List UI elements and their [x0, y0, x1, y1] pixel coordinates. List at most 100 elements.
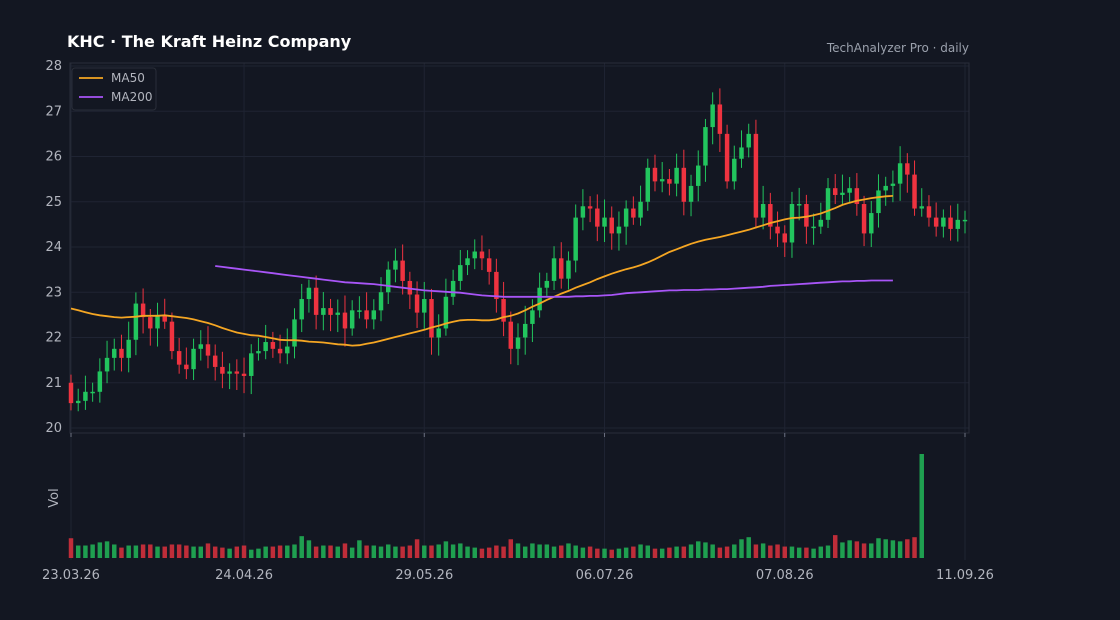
ma50-line	[70, 195, 893, 347]
chart-title: KHC · The Kraft Heinz Company	[67, 32, 352, 51]
volume-bar	[321, 545, 326, 558]
candle-body	[811, 226, 816, 229]
candle-body	[688, 185, 694, 202]
candle-body	[285, 346, 290, 354]
volume-bar	[890, 540, 896, 558]
volume-bar	[854, 541, 860, 558]
candle-body	[703, 127, 708, 166]
candle-body	[458, 265, 463, 281]
volume-bar	[184, 545, 189, 558]
volume-bar	[256, 548, 261, 558]
candle-body	[573, 217, 578, 261]
volume-bar	[724, 546, 730, 558]
candle-body	[854, 188, 860, 205]
candle-body	[241, 373, 247, 376]
candle-body	[75, 400, 81, 404]
candle-body	[198, 344, 204, 349]
candle-body	[919, 206, 924, 209]
volume-bar	[739, 539, 744, 558]
candle-body	[825, 188, 831, 220]
candle-body	[645, 167, 651, 202]
candle-body	[335, 312, 340, 315]
volume-bar	[544, 544, 550, 558]
volume-bar	[688, 544, 694, 558]
volume-bar	[393, 546, 398, 558]
volume-bar	[840, 542, 845, 558]
volume-bar	[760, 543, 766, 558]
candle-body	[205, 344, 211, 356]
volume-bar	[270, 546, 276, 558]
volume-bar	[479, 548, 485, 558]
candle-body	[68, 382, 74, 404]
volume-bar	[616, 548, 622, 558]
volume-bar	[674, 546, 679, 558]
volume-axis-label: Vol	[47, 488, 62, 507]
volume-bar	[696, 541, 701, 558]
volume-bar	[905, 539, 910, 558]
volume-bar	[342, 543, 348, 558]
volume-bar	[753, 544, 759, 558]
legend: MA50 MA200	[71, 67, 157, 111]
volume-bar	[277, 545, 283, 558]
candle-body	[292, 319, 297, 347]
volume-bar	[212, 546, 218, 558]
candle-body	[847, 188, 852, 193]
candle-body	[941, 217, 946, 227]
candle-body	[681, 167, 687, 202]
volume-bar	[869, 543, 874, 558]
volume-bar	[335, 546, 340, 558]
candle-body	[804, 204, 809, 227]
x-tick-label: 23.03.26	[42, 568, 100, 583]
candle-body	[696, 165, 701, 186]
candle-body	[840, 192, 845, 195]
x-tick-label: 24.04.26	[215, 568, 273, 583]
x-tick-label: 06.07.26	[576, 568, 634, 583]
candle-body	[234, 371, 240, 374]
candle-body	[869, 213, 874, 234]
candle-body	[104, 357, 110, 372]
candle-body	[595, 208, 600, 227]
volume-bar	[710, 544, 715, 558]
candle-body	[148, 317, 153, 329]
volume-bar	[897, 541, 903, 558]
volume-bar	[292, 544, 297, 558]
y-tick-label: 23	[45, 285, 62, 300]
candle-body	[602, 217, 607, 227]
candle-body	[112, 348, 117, 358]
data-source-label: TechAnalyzer Pro · daily	[826, 41, 969, 55]
candle-body	[926, 206, 932, 218]
candle-body	[169, 321, 175, 352]
candle-body	[768, 204, 773, 227]
candle-body	[559, 258, 564, 279]
y-tick-label: 28	[45, 59, 62, 74]
candle-body	[508, 321, 514, 349]
candle-body	[897, 163, 903, 184]
candle-body	[566, 260, 571, 279]
candle-body	[717, 104, 723, 134]
legend-ma200-label: MA200	[111, 90, 152, 104]
candle-body	[933, 217, 939, 227]
x-tick-label: 11.09.26	[936, 568, 994, 583]
candle-body	[162, 314, 167, 322]
volume-bar	[919, 454, 924, 558]
candle-body	[249, 353, 254, 376]
volume-bar	[818, 546, 824, 558]
candle-body	[530, 310, 535, 324]
volume-bar	[133, 545, 139, 558]
volume-bar	[717, 547, 723, 558]
volume-bar	[804, 547, 809, 558]
volume-bar	[811, 548, 816, 558]
volume-bar	[825, 545, 831, 558]
volume-bar	[530, 543, 535, 558]
price-panel-frame	[69, 62, 970, 434]
volume-bar	[638, 544, 643, 558]
legend-ma50-label: MA50	[111, 71, 145, 85]
volume-bar	[414, 539, 420, 558]
volume-bar	[155, 546, 160, 558]
volume-bar	[494, 545, 499, 558]
volume-bar	[385, 544, 391, 558]
volume-bar	[176, 544, 182, 558]
y-tick-label: 26	[45, 150, 62, 165]
volume-bar	[746, 537, 751, 558]
